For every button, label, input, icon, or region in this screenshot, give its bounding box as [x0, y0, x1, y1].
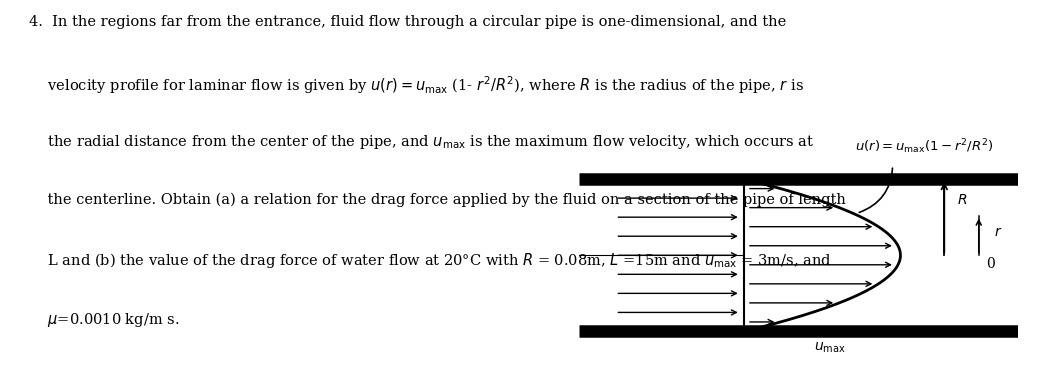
Text: $r$: $r$: [995, 226, 1003, 239]
Text: the centerline. Obtain (a) a relation for the drag force applied by the fluid on: the centerline. Obtain (a) a relation fo…: [29, 192, 846, 207]
Text: L and (b) the value of the drag force of water flow at 20°C with $R$ = 0.08m, $L: L and (b) the value of the drag force of…: [29, 251, 832, 271]
Text: the radial distance from the center of the pipe, and $u_{\mathrm{max}}$ is the m: the radial distance from the center of t…: [29, 133, 814, 151]
Text: 0: 0: [987, 258, 995, 271]
Text: velocity profile for laminar flow is given by $u(r) = u_{\mathrm{max}}$ (1- $r^2: velocity profile for laminar flow is giv…: [29, 74, 804, 96]
Text: $\mu$=0.0010 kg/m s.: $\mu$=0.0010 kg/m s.: [29, 311, 180, 328]
Text: $u(r) = u_{\mathrm{max}}(1 - r^2/R^2)$: $u(r) = u_{\mathrm{max}}(1 - r^2/R^2)$: [855, 138, 993, 156]
Text: 4.  In the regions far from the entrance, fluid flow through a circular pipe is : 4. In the regions far from the entrance,…: [29, 15, 786, 29]
Text: $u_{\mathrm{max}}$: $u_{\mathrm{max}}$: [814, 341, 846, 355]
Text: $R$: $R$: [957, 194, 967, 207]
